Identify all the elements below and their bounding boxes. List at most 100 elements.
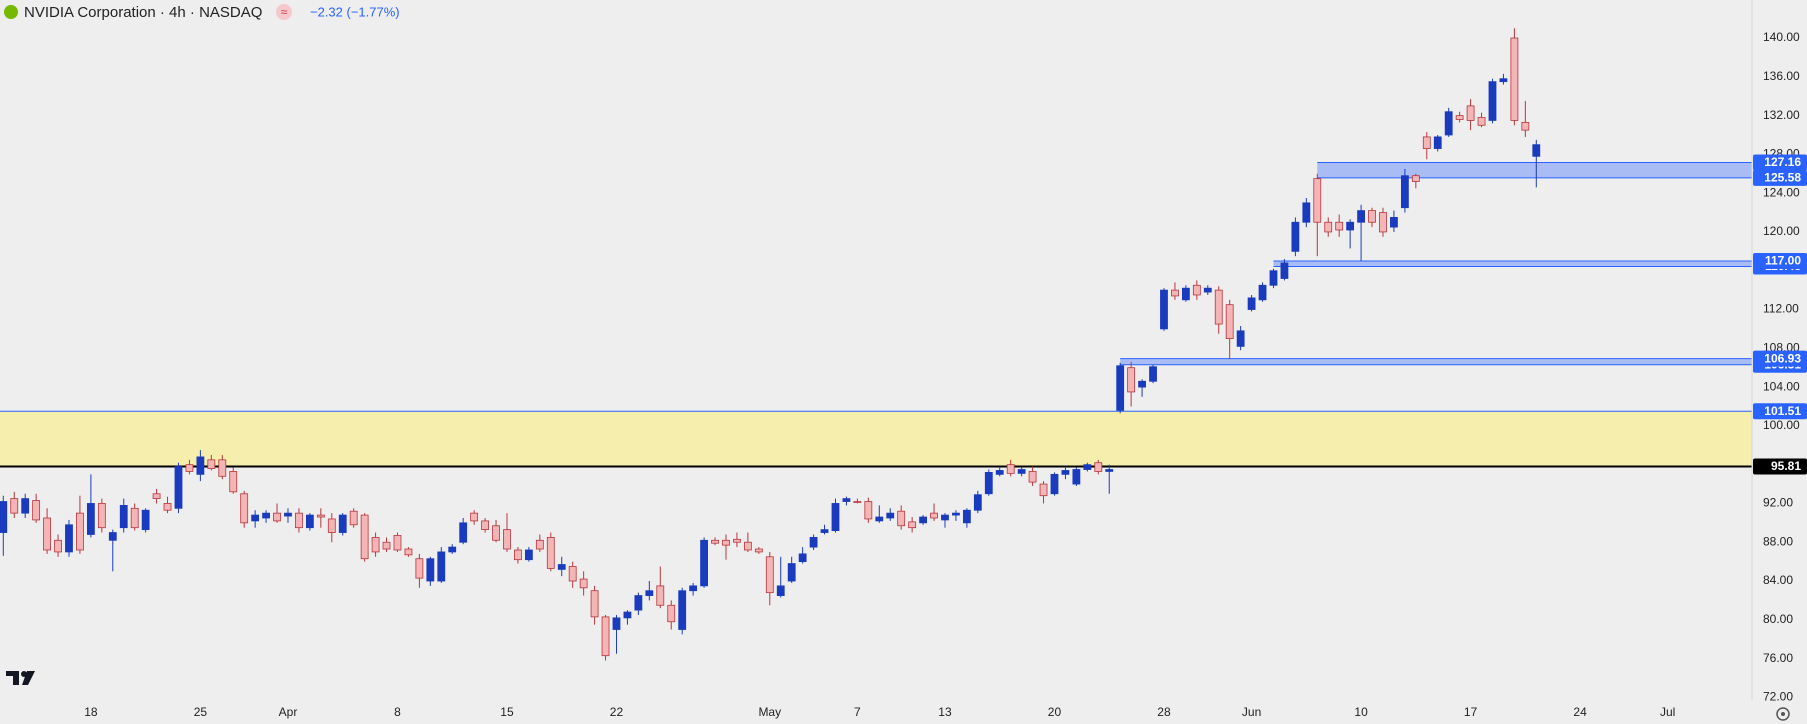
candle-body [1390,216,1398,228]
badge[interactable]: ≈ [281,5,288,19]
candle-body [579,578,588,589]
candle-body [1477,117,1486,126]
candle-body [930,512,938,519]
zone [0,411,1752,467]
tv-logo[interactable] [6,671,35,685]
candle-body [1422,136,1431,149]
candle-body [689,585,698,592]
candle-body [908,521,917,529]
candle-body [262,512,270,519]
candle-body [962,509,971,524]
price-change: −2.32 (−1.77%) [310,4,400,19]
candle-body [240,493,249,524]
candle-body [32,500,41,521]
candle-body [919,516,927,524]
level-label: 117.00 [1765,254,1801,268]
candles [0,28,1541,661]
candle-body [557,564,566,570]
candle-body [1269,270,1278,286]
candle-body [634,595,643,611]
candle-body [897,510,906,527]
level-label: 125.58 [1764,171,1801,185]
level-labels: 95.81101.51106.31106.93116.43117.00125.5… [1753,154,1807,475]
candle-body [371,536,380,553]
candle-body [76,512,84,551]
candle-body [952,512,960,516]
candle-body [404,548,413,556]
candle-body [207,459,216,469]
x-tick-label: 20 [1048,705,1062,719]
header[interactable]: NVIDIA Corporation · 4h · NASDAQ ≈ −2.32… [4,4,400,21]
candle-body [1149,366,1157,382]
candle-body [1116,365,1125,411]
x-tick-label: Jun [1242,705,1261,719]
x-tick-label: Jul [1660,705,1675,719]
candle-body [65,524,73,553]
candle-body [393,535,402,551]
candle-body [886,512,895,519]
candle-body [984,472,993,495]
axes: 72.0076.0080.0084.0088.0092.0096.00100.0… [84,30,1800,719]
candle-body [1072,469,1081,485]
candle-body [229,471,238,493]
level-label-bg [1753,169,1807,186]
candle-body [1028,471,1037,483]
candle-body [623,611,632,619]
candle-body [1214,289,1223,325]
level-label-bg [1753,458,1807,475]
candle-body [130,507,139,529]
y-tick-label: 140.00 [1763,30,1800,44]
y-tick-label: 124.00 [1763,185,1800,199]
gear-center [1781,712,1785,716]
candle-body [305,514,314,529]
candle-body [1499,78,1508,83]
candle-body [853,501,862,503]
level-label-bg [1753,403,1807,420]
level-label: 127.16 [1764,155,1801,169]
candle-body [1466,105,1475,121]
candle-body [1017,469,1026,474]
candle-body [1050,473,1059,495]
candle-body [1280,262,1289,279]
candle-body [295,512,303,529]
candle-body [426,558,435,582]
candle-body [1521,121,1530,131]
x-tick-label: 7 [854,705,861,719]
candle-body [97,503,106,529]
candle-body [1061,470,1070,475]
symbol-title[interactable]: NVIDIA Corporation · 4h · NASDAQ [24,4,262,21]
settings-icon[interactable] [1776,707,1790,721]
candle-body [43,517,51,551]
candle-body [765,556,774,594]
candle-body [1335,221,1344,231]
candle-body [1236,330,1245,347]
candle-body [612,617,621,630]
candle-body [787,563,796,582]
level-label: 106.93 [1764,351,1801,365]
candle-body [360,514,369,560]
candle-body [492,525,500,541]
candle-body [711,539,719,544]
x-tick-label: 25 [194,705,208,719]
x-tick-label: 10 [1354,705,1368,719]
level-label-bg [1753,154,1807,171]
candle-body [754,548,763,553]
candle-body [0,501,8,533]
candle-body [514,549,522,561]
x-tick-label: May [758,705,781,719]
candle-body [1379,212,1387,233]
candle-body [415,558,424,579]
candle-body [1532,144,1541,157]
candle-body [86,503,95,535]
candle-body [1181,287,1190,301]
candle-body [678,590,687,630]
candle-body [1444,111,1453,136]
candle-body [831,503,840,531]
candle-body [656,585,665,606]
candle-body [1192,284,1201,296]
candle-body [1346,221,1355,231]
candle-body [284,512,292,517]
candle-body [1291,221,1300,252]
candle-body [152,493,161,500]
